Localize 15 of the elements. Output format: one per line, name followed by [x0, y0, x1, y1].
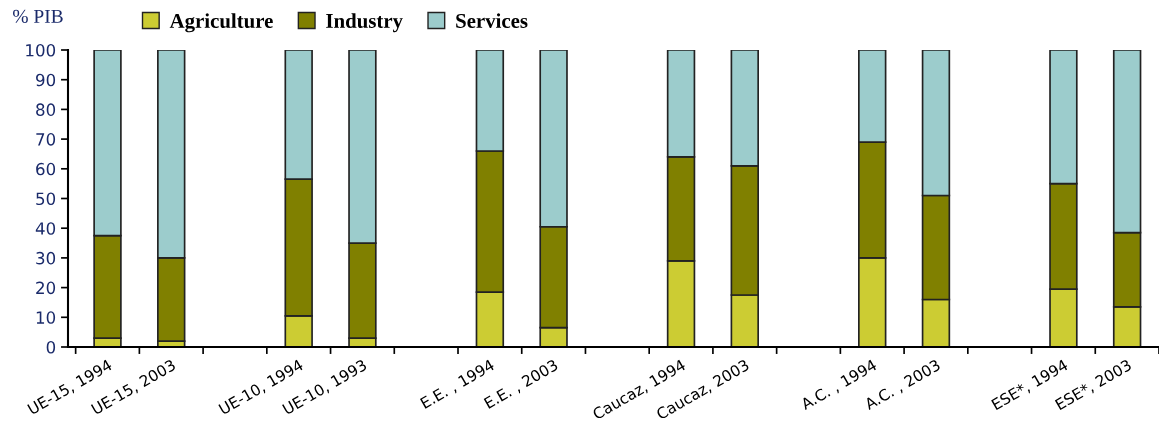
y-tick-label: 80	[36, 103, 56, 116]
legend-label: Agriculture	[169, 13, 273, 33]
y-tick-label: 40	[35, 222, 56, 235]
legend-label: Industry	[326, 13, 403, 33]
y-axis-title: % PIB	[13, 9, 63, 23]
y-tick-label: 60	[36, 162, 56, 176]
y-tick-label: 70	[36, 133, 56, 146]
y-tick-label: 20	[36, 281, 56, 295]
y-tick-label: 30	[36, 251, 56, 265]
y-tick-label: 0	[46, 340, 56, 354]
y-tick-label: 100	[26, 43, 56, 57]
y-tick-label: 50	[36, 192, 56, 206]
legend-label: Services	[456, 13, 528, 28]
y-tick-label: 10	[36, 311, 56, 324]
y-tick-label: 90	[36, 73, 56, 87]
